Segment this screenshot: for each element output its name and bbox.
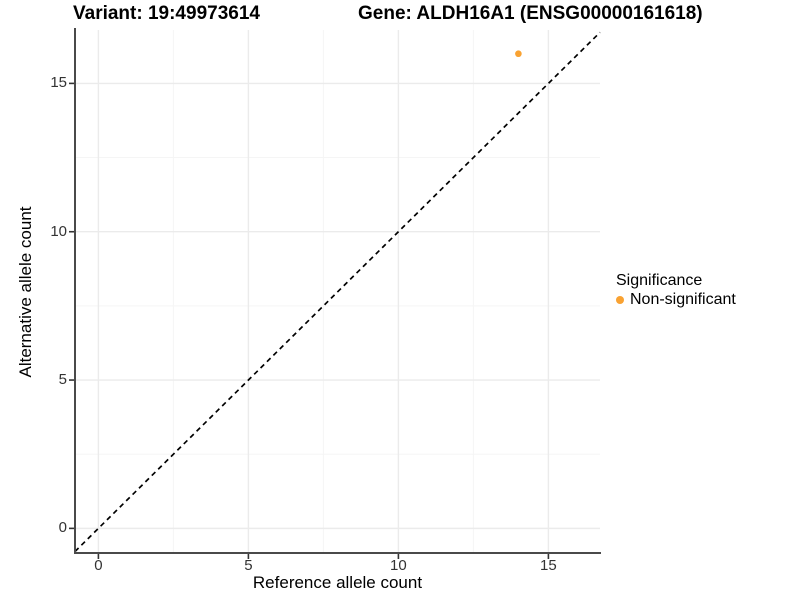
x-axis-label: Reference allele count — [252, 573, 423, 592]
y-tick-label: 10 — [50, 222, 67, 240]
legend-title: Significance — [616, 272, 703, 289]
legend-point-icon — [616, 296, 624, 304]
y-tick-label: 5 — [58, 371, 67, 389]
legend-item: Non-significant — [616, 290, 736, 310]
identity-dashed-line — [74, 31, 601, 553]
y-tick-label: 15 — [50, 74, 67, 92]
y-tick-label: 0 — [58, 519, 67, 537]
variant-title: Variant: 19:49973614 — [73, 3, 260, 24]
legend: Significance Non-significant — [616, 271, 736, 310]
data-point — [515, 50, 522, 58]
x-tick-label: 10 — [390, 557, 407, 574]
x-tick-label: 5 — [244, 557, 253, 574]
gene-title: Gene: ALDH16A1 (ENSG00000161618) — [358, 3, 703, 24]
legend-item-label: Non-significant — [630, 291, 736, 308]
x-tick-label: 15 — [540, 557, 557, 574]
x-tick-label: 0 — [94, 557, 103, 574]
